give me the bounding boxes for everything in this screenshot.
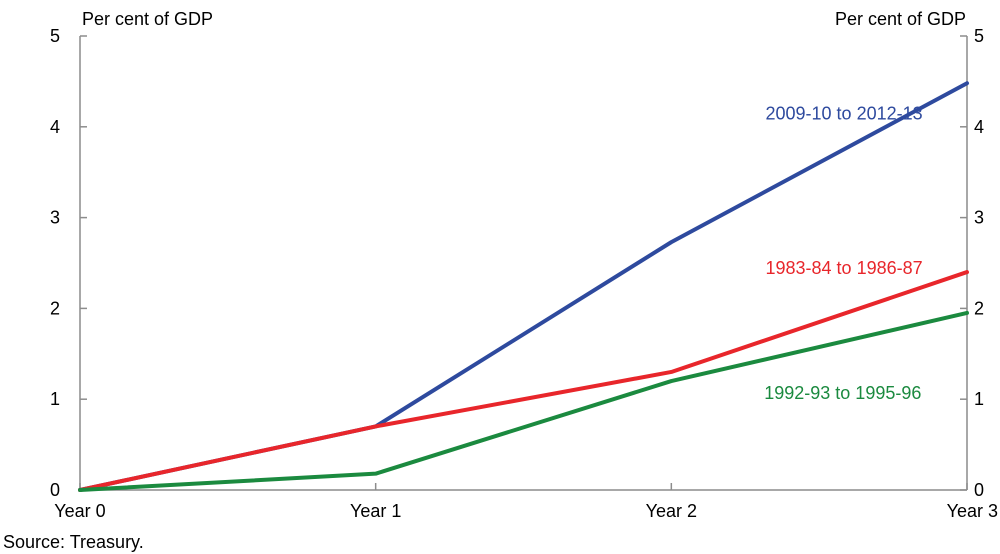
left-y-tick-label: 3 (50, 208, 60, 228)
right-y-tick-label: 1 (974, 389, 984, 409)
x-tick-label: Year 3 (947, 501, 998, 521)
right-y-tick-label: 5 (974, 26, 984, 46)
left-y-tick-label: 2 (50, 298, 60, 318)
x-tick-label: Year 1 (350, 501, 401, 521)
ticks: 0 0 1 1 2 2 3 3 4 4 5 5 Year 0 Year 1 Year 2 Year 3 (50, 26, 998, 521)
source-note: Source: Treasury. (3, 532, 144, 552)
x-tick-label: Year 0 (54, 501, 105, 521)
left-axis-unit-label: Per cent of GDP (82, 9, 213, 29)
x-tick-label: Year 2 (646, 501, 697, 521)
series-label: 1983-84 to 1986-87 (766, 258, 923, 278)
axes (79, 36, 968, 491)
right-axis-unit-label: Per cent of GDP (835, 9, 966, 29)
right-y-tick-label: 4 (974, 117, 984, 137)
right-y-tick-label: 0 (974, 480, 984, 500)
series-lines (78, 81, 969, 492)
left-y-tick-label: 0 (50, 480, 60, 500)
series-line (78, 270, 969, 492)
left-y-tick-label: 5 (50, 26, 60, 46)
series-line (78, 310, 969, 492)
series-labels: 2009-10 to 2012-13 1983-84 to 1986-87 1992… (764, 104, 922, 404)
series-label: 2009-10 to 2012-13 (766, 104, 923, 124)
series-label: 1992-93 to 1995-96 (764, 383, 921, 403)
right-y-tick-label: 2 (974, 298, 984, 318)
left-y-tick-label: 4 (50, 117, 60, 137)
right-y-tick-label: 3 (974, 208, 984, 228)
left-y-tick-label: 1 (50, 389, 60, 409)
